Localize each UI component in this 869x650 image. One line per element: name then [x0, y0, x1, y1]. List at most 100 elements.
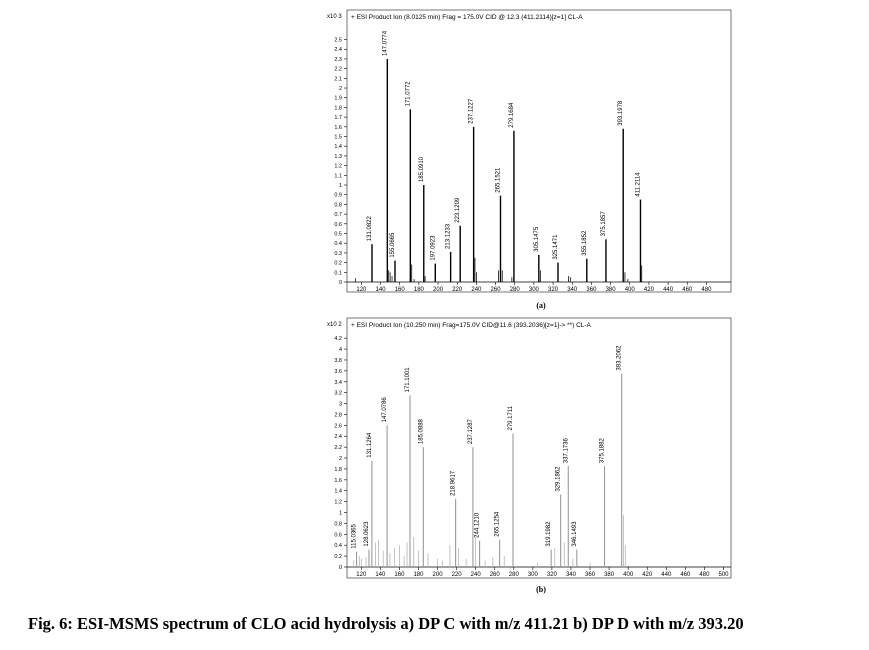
- panel-label: (a): [536, 301, 546, 310]
- ms-spectra-figure: + ESI Product Ion (8.0125 min) Frag = 17…: [327, 9, 732, 594]
- peak-label: 223.1209: [455, 197, 461, 223]
- x-tick-label: 200: [433, 287, 444, 293]
- y-tick-label: 1.9: [334, 96, 342, 102]
- y-tick-label: 1.2: [334, 164, 342, 170]
- figure-caption: Fig. 6: ESI-MSMS spectrum of CLO acid hy…: [28, 614, 744, 633]
- peak-label: 213.1233: [446, 223, 452, 249]
- x-tick-label: 400: [625, 287, 636, 293]
- peak-label: 147.0774: [382, 30, 388, 56]
- y-tick-label: 2.3: [334, 57, 342, 63]
- y-tick-label: 0.5: [334, 232, 342, 238]
- x-tick-label: 360: [585, 572, 596, 578]
- x-tick-label: 360: [586, 287, 597, 293]
- peak-label: 265.1254: [495, 511, 501, 537]
- peak-label: 185.0888: [418, 418, 424, 444]
- peak-label: 131.0822: [367, 215, 373, 241]
- panel-label: (b): [536, 585, 546, 594]
- y-tick-label: 2.2: [334, 445, 342, 451]
- x-tick-label: 220: [452, 287, 463, 293]
- y-tick-label: 3.6: [334, 369, 342, 375]
- y-tick-label: 2: [339, 86, 342, 92]
- peak-label: 337.1736: [563, 438, 569, 464]
- peak-label: 265.1521: [495, 167, 501, 193]
- y-tick-label: 1.6: [334, 478, 342, 484]
- y-tick-label: 1: [339, 183, 342, 189]
- y-tick-label: 1: [339, 511, 342, 517]
- x-tick-label: 280: [510, 287, 521, 293]
- x-tick-label: 140: [375, 572, 386, 578]
- peak-label: 279.1711: [508, 405, 514, 430]
- peak-label: 115.0365: [352, 524, 358, 549]
- peak-label: 155.0665: [390, 232, 396, 258]
- x-tick-label: 440: [661, 572, 672, 578]
- y-tick-label: 4.2: [334, 336, 342, 342]
- peak-label: 411.2114: [635, 172, 641, 197]
- x-tick-label: 140: [376, 287, 387, 293]
- y-tick-label: 0.6: [334, 532, 342, 538]
- x-tick-label: 480: [699, 572, 710, 578]
- y-multiplier: x10 2: [327, 322, 342, 328]
- x-tick-label: 240: [471, 572, 482, 578]
- y-tick-label: 1.4: [334, 144, 342, 150]
- peak-label: 346.1493: [572, 521, 578, 547]
- peak-label: 237.1227: [469, 98, 475, 124]
- y-tick-label: 0.6: [334, 222, 342, 228]
- x-tick-label: 160: [394, 572, 405, 578]
- y-tick-label: 2.5: [334, 38, 342, 44]
- y-tick-label: 0.8: [334, 202, 342, 208]
- y-tick-label: 2: [339, 456, 342, 462]
- x-tick-label: 240: [471, 287, 482, 293]
- x-tick-label: 320: [547, 572, 558, 578]
- peak-label: 218.9617: [451, 470, 457, 496]
- y-tick-label: 1.4: [334, 489, 342, 495]
- x-tick-label: 400: [623, 572, 634, 578]
- x-tick-label: 300: [529, 287, 540, 293]
- x-tick-label: 320: [548, 287, 559, 293]
- y-tick-label: 4: [339, 347, 342, 353]
- y-tick-label: 1.8: [334, 105, 342, 111]
- y-multiplier: x10 3: [327, 14, 342, 20]
- y-tick-label: 0.4: [334, 241, 342, 247]
- y-tick-label: 3: [339, 402, 342, 408]
- y-tick-label: 0.9: [334, 193, 342, 199]
- x-tick-label: 300: [528, 572, 539, 578]
- x-tick-label: 280: [509, 572, 520, 578]
- x-tick-label: 120: [356, 287, 367, 293]
- peak-label: 244.1210: [475, 512, 481, 538]
- peak-label: 319.1982: [546, 521, 552, 547]
- x-tick-label: 260: [491, 287, 502, 293]
- y-tick-label: 0.2: [334, 261, 342, 267]
- peak-label: 131.1264: [367, 432, 373, 458]
- y-tick-label: 3.8: [334, 358, 342, 364]
- peak-label: 185.0910: [419, 156, 425, 182]
- peak-label: 237.1287: [468, 418, 474, 444]
- x-tick-label: 180: [414, 287, 425, 293]
- peak-label: 171.0772: [405, 81, 411, 107]
- y-tick-label: 0.3: [334, 251, 342, 257]
- x-tick-label: 120: [356, 572, 367, 578]
- peak-label: 329.1862: [556, 466, 562, 492]
- x-tick-label: 340: [566, 572, 577, 578]
- peak-label: 147.0786: [382, 397, 388, 423]
- x-tick-label: 380: [606, 287, 617, 293]
- y-tick-label: 1.1: [334, 173, 342, 179]
- y-tick-label: 0: [339, 280, 342, 286]
- y-tick-label: 2.1: [334, 76, 342, 82]
- spectrum-header: + ESI Product Ion (8.0125 min) Frag = 17…: [351, 14, 583, 21]
- y-tick-label: 0: [339, 565, 342, 571]
- peak-label: 375.1882: [600, 438, 606, 464]
- y-tick-label: 1.2: [334, 500, 342, 506]
- x-tick-label: 500: [718, 572, 729, 578]
- x-tick-label: 480: [701, 287, 712, 293]
- x-tick-label: 440: [663, 287, 674, 293]
- peak-label: 128.0623: [364, 521, 370, 547]
- y-tick-label: 0.2: [334, 554, 342, 560]
- x-tick-label: 380: [604, 572, 615, 578]
- peak-label: 393.1978: [618, 100, 624, 126]
- spectrum-panel-a: + ESI Product Ion (8.0125 min) Frag = 17…: [327, 9, 732, 310]
- x-tick-label: 340: [567, 287, 578, 293]
- y-tick-label: 0.1: [334, 270, 342, 276]
- y-tick-label: 0.4: [334, 543, 342, 549]
- peak-label: 279.1684: [509, 102, 515, 128]
- y-tick-label: 3.4: [334, 380, 342, 386]
